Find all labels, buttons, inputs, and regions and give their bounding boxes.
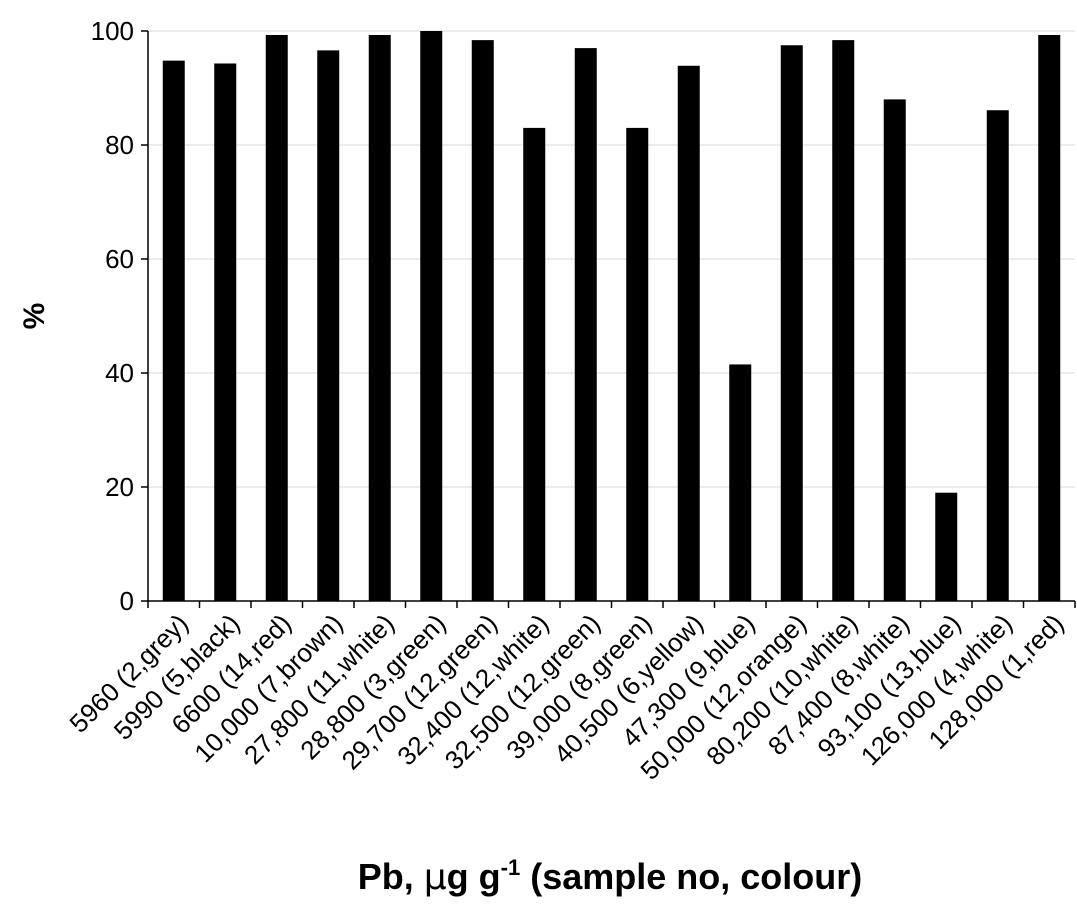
bar (162, 60, 185, 601)
x-axis-title-post: (sample no, colour) (520, 856, 862, 897)
bar (574, 48, 597, 602)
bar (317, 50, 340, 601)
x-axis-title: Pb, μg g-1 (sample no, colour) (358, 855, 863, 898)
y-tick-label: 20 (105, 472, 134, 502)
bar (832, 40, 855, 602)
y-tick-labels: 0 20 40 60 80 100 (91, 16, 134, 616)
y-tick-label: 60 (105, 244, 134, 274)
bar (677, 65, 700, 601)
x-axis-title-mu: μ (424, 857, 447, 898)
axes (141, 30, 1076, 608)
bar (265, 34, 288, 602)
bar (729, 364, 752, 601)
bar (883, 99, 906, 602)
bar (780, 45, 803, 601)
gridlines (148, 30, 1075, 488)
x-axis-title-sup: -1 (501, 855, 521, 880)
bar (368, 34, 391, 602)
x-axis-title-pre: Pb, (358, 856, 424, 897)
bar (626, 127, 649, 602)
bars (162, 31, 1061, 602)
bar (935, 492, 958, 601)
bar (523, 127, 546, 602)
bar (420, 31, 443, 601)
x-axis-title-mid: g g (447, 856, 501, 897)
y-tick-label: 40 (105, 358, 134, 388)
x-tick-labels: 5960 (2,grey)5990 (5,black)6600 (14,red)… (63, 608, 1069, 786)
bar (986, 110, 1009, 601)
y-tick-label: 100 (91, 16, 134, 46)
y-axis-title: % (18, 303, 51, 330)
y-tick-label: 0 (120, 586, 134, 616)
bar (1038, 34, 1061, 602)
y-tick-label: 80 (105, 130, 134, 160)
bar (471, 40, 494, 602)
bar (214, 63, 237, 602)
